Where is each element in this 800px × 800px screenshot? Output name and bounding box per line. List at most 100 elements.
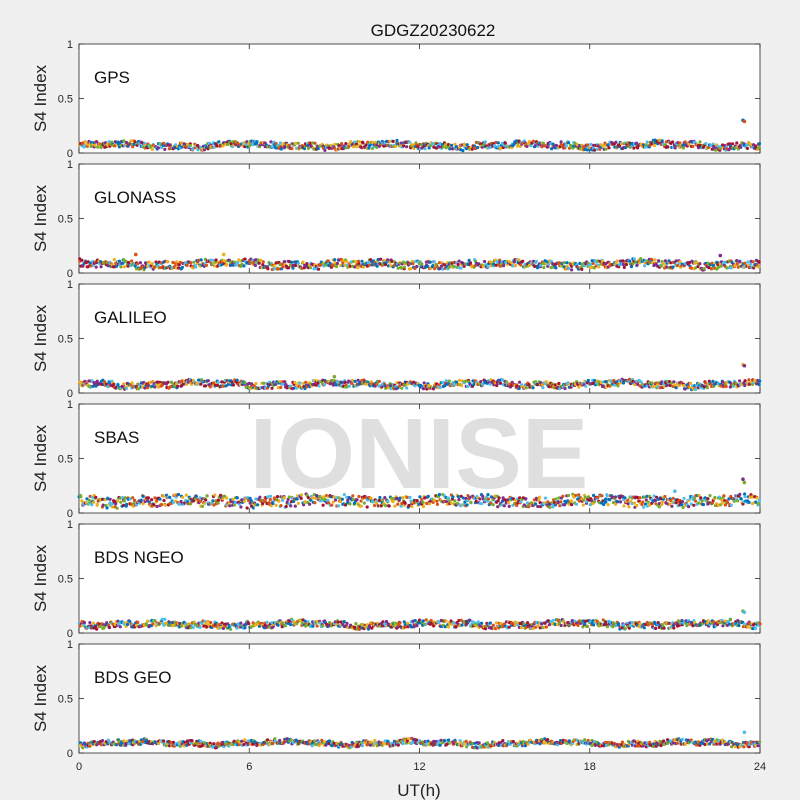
data-point (450, 143, 454, 147)
data-point (231, 383, 235, 387)
data-point (429, 618, 433, 623)
data-point (349, 140, 353, 144)
data-point (623, 496, 627, 500)
data-point (622, 623, 626, 627)
data-point (221, 144, 225, 148)
data-point (496, 145, 500, 149)
data-point (465, 384, 470, 389)
data-point (333, 142, 337, 146)
data-point (80, 258, 84, 262)
data-point (362, 265, 366, 269)
data-point (708, 494, 712, 498)
data-point (261, 260, 265, 264)
data-point (597, 265, 601, 269)
data-point (524, 386, 528, 390)
data-point (459, 384, 464, 388)
data-point (527, 263, 532, 267)
panel-label: GLONASS (94, 188, 176, 207)
data-point (162, 141, 166, 145)
data-point (121, 261, 125, 265)
data-point (642, 626, 646, 630)
data-point (472, 382, 476, 387)
data-point (99, 265, 103, 269)
data-point (499, 381, 503, 385)
data-point (746, 260, 750, 264)
data-point (199, 145, 203, 149)
data-point (83, 140, 87, 144)
data-point (713, 495, 717, 500)
data-point (386, 258, 390, 262)
y-tick-label: 0.5 (58, 454, 73, 466)
y-tick-label: 0.5 (58, 94, 73, 106)
data-point (400, 266, 404, 270)
data-point (272, 267, 277, 271)
data-point (531, 627, 535, 631)
data-point (433, 267, 437, 271)
data-point (720, 501, 724, 505)
data-point (366, 140, 370, 144)
data-point (147, 260, 151, 264)
data-point (156, 146, 160, 150)
data-point (453, 142, 457, 146)
data-point (492, 262, 496, 266)
data-point (293, 263, 298, 268)
data-point (596, 495, 600, 500)
data-point (682, 383, 686, 388)
data-point (81, 746, 85, 750)
data-point (100, 739, 105, 743)
data-point (311, 624, 315, 628)
data-point (343, 380, 347, 384)
data-point (712, 144, 716, 148)
data-point (152, 503, 156, 507)
data-point (421, 387, 426, 391)
outlier-point (742, 480, 747, 485)
data-point (259, 258, 263, 262)
data-point (176, 384, 180, 388)
data-point (316, 147, 320, 151)
data-point (567, 141, 571, 145)
data-point (635, 263, 639, 267)
data-point (423, 147, 427, 151)
data-point (512, 260, 516, 264)
data-point (266, 267, 270, 271)
data-point (604, 497, 608, 501)
data-point (189, 261, 193, 265)
data-point (239, 621, 243, 625)
y-axis-label: S4 Index (31, 184, 50, 252)
data-point (626, 498, 630, 502)
data-point (554, 266, 558, 270)
data-point (452, 264, 456, 269)
data-point (628, 259, 632, 263)
data-point (394, 144, 398, 148)
data-point (747, 378, 751, 382)
data-point (356, 266, 360, 270)
data-point (370, 263, 374, 267)
data-point (519, 626, 524, 630)
data-point (205, 494, 209, 498)
data-point (592, 500, 597, 504)
data-point (460, 623, 464, 627)
data-point (262, 381, 266, 385)
data-point (212, 742, 216, 746)
data-point (398, 621, 402, 625)
data-point (347, 384, 351, 388)
data-point (376, 257, 380, 262)
data-point (622, 265, 626, 269)
y-tick-label: 0.5 (58, 214, 73, 226)
data-point (616, 384, 620, 388)
data-point (743, 495, 747, 499)
data-point (231, 497, 235, 501)
y-axis-label: S4 Index (31, 424, 50, 492)
data-point (210, 262, 214, 266)
data-point (447, 265, 451, 269)
outlier-point (133, 252, 138, 257)
data-point (198, 499, 202, 503)
panel-label: SBAS (94, 428, 139, 447)
data-point (108, 497, 112, 501)
data-point (344, 142, 348, 146)
data-point (343, 263, 347, 267)
data-point (276, 623, 280, 627)
y-tick-label: 0.5 (58, 334, 73, 346)
data-point (754, 500, 758, 504)
